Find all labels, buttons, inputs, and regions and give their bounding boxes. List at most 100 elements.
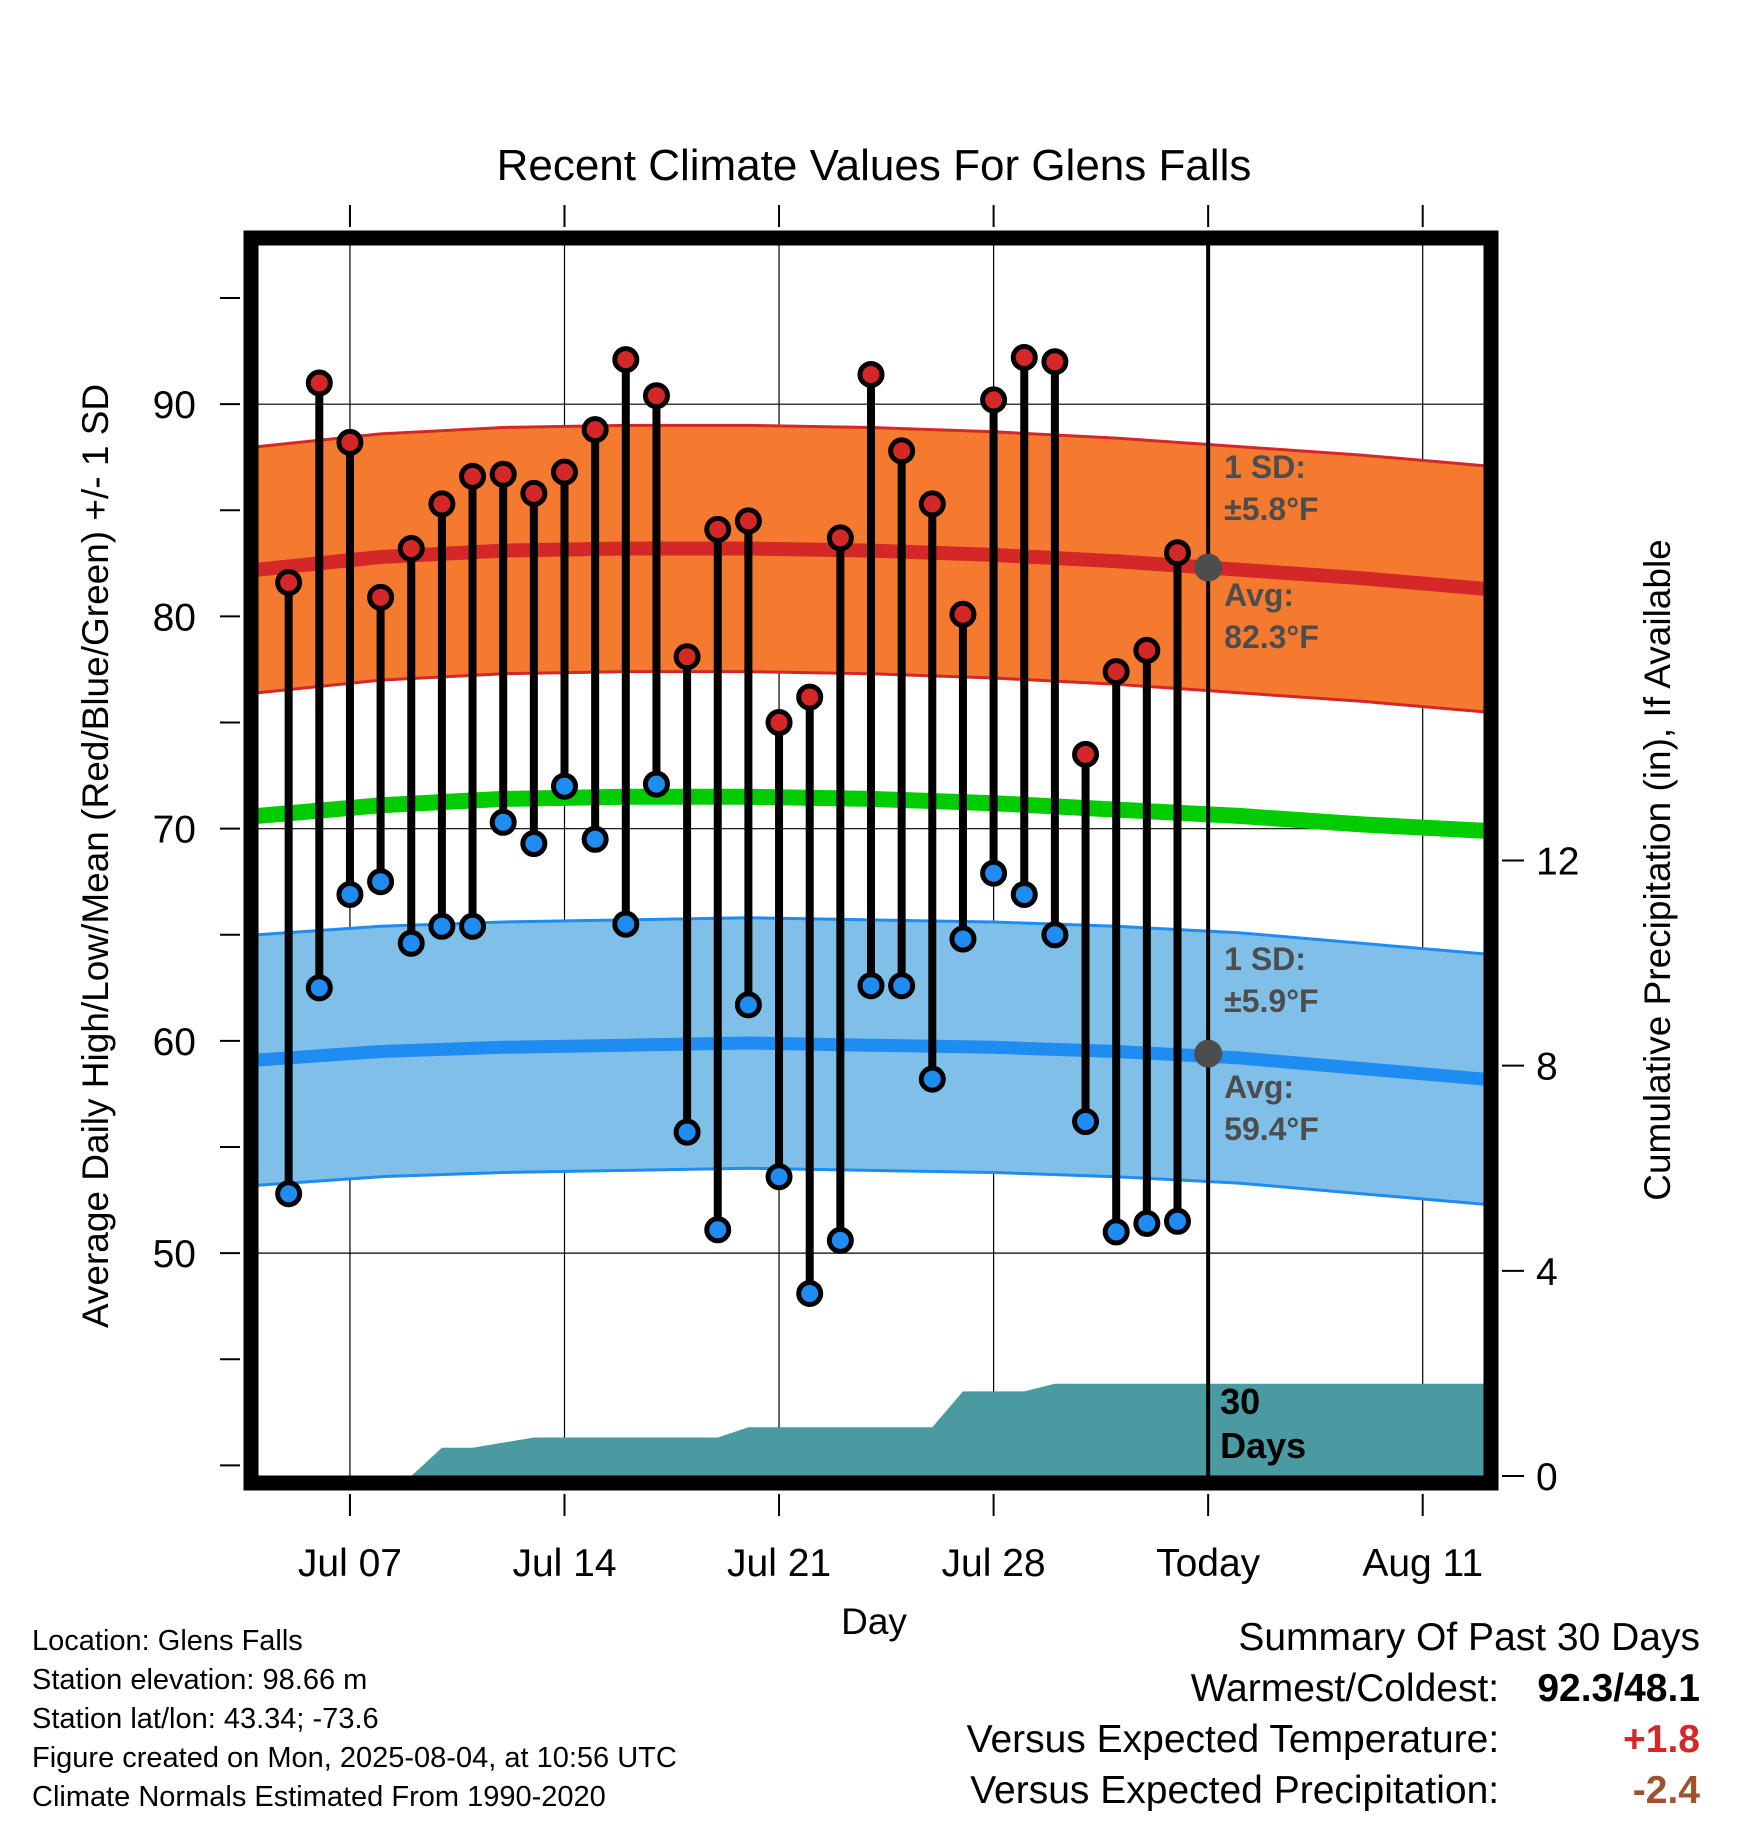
daily-high-dot [1072, 740, 1100, 768]
high-sd-label: 1 SD: [1224, 449, 1306, 485]
plot-frame [243, 230, 1499, 1491]
daily-low-dot [1133, 1209, 1161, 1237]
x-tick-label: Today [1156, 1542, 1261, 1585]
low-sd-label: 1 SD: [1224, 941, 1306, 977]
daily-low-dot [428, 912, 456, 940]
low-avg-label: Avg: [1224, 1069, 1294, 1105]
daily-low-dot [673, 1118, 701, 1146]
daily-low-dot [275, 1180, 303, 1208]
temp-departure-label: Versus Expected Temperature: [966, 1718, 1500, 1761]
daily-high-dot [1010, 343, 1038, 371]
daily-low-dot [734, 991, 762, 1019]
daily-high-dot [551, 458, 578, 486]
y2-axis-title: Cumulative Precipitation (in), If Availa… [1637, 539, 1678, 1201]
daily-high-dot [1041, 348, 1069, 376]
plot-content [258, 245, 1484, 1476]
elevation-text: Station elevation: 98.66 m [32, 1664, 368, 1696]
daily-low-dot [949, 925, 977, 953]
daily-high-dot [581, 416, 609, 444]
daily-low-dot [1010, 880, 1038, 908]
daily-low-dot [581, 825, 609, 853]
y2-tick-label: 12 [1536, 841, 1579, 884]
y-tick-label: 80 [153, 596, 196, 639]
y-axis-title: Average Daily High/Low/Mean (Red/Blue/Gr… [75, 384, 116, 1328]
daily-high-dot [1102, 658, 1130, 686]
temp-departure-value: +1.8 [1623, 1718, 1700, 1761]
summary-title: Summary Of Past 30 Days [1238, 1616, 1700, 1659]
plot-area: 1 SD: ±5.8°F Avg: 82.3°F 1 SD: ±5.9°F Avg: 59.4… [153, 205, 1579, 1585]
low-avg-line [258, 1036, 1484, 1086]
daily-high-dot [520, 479, 548, 507]
normals-text: Climate Normals Estimated From 1990-2020 [32, 1781, 606, 1813]
y-tick-label: 90 [153, 384, 196, 427]
window-count: 30 [1220, 1381, 1260, 1422]
daily-low-dot [520, 830, 548, 858]
x-tick-label: Aug 11 [1362, 1542, 1483, 1585]
daily-high-dot [673, 643, 701, 671]
x-tick-label: Jul 07 [298, 1542, 402, 1585]
daily-low-dot [918, 1065, 946, 1093]
daily-high-dot [765, 709, 793, 737]
daily-high-dot [826, 524, 854, 552]
daily-low-dot [980, 859, 1008, 887]
chart-title: Recent Climate Values For Glens Falls [497, 141, 1252, 190]
daily-high-dot [888, 437, 916, 465]
daily-low-dot [336, 880, 364, 908]
created-text: Figure created on Mon, 2025-08-04, at 10… [32, 1742, 677, 1774]
daily-high-dot [459, 462, 487, 490]
high-avg-value: 82.3°F [1224, 619, 1319, 655]
y-tick-label: 50 [153, 1233, 196, 1276]
daily-high-dot [397, 535, 425, 563]
low-sd-value: ±5.9°F [1224, 983, 1318, 1019]
daily-high-dot [796, 683, 824, 711]
daily-low-dot [765, 1163, 793, 1191]
daily-low-dot [305, 974, 333, 1002]
daily-low-dot [1072, 1108, 1100, 1136]
x-tick-label: Jul 14 [512, 1542, 616, 1585]
daily-low-dot [551, 772, 578, 800]
summary-panel: Summary Of Past 30 Days Warmest/Coldest:… [967, 1612, 1700, 1816]
daily-high-dot [980, 386, 1008, 414]
latlon-text: Station lat/lon: 43.34; -73.6 [32, 1703, 379, 1735]
daily-low-dot [1102, 1218, 1130, 1246]
low-avg-value: 59.4°F [1224, 1111, 1319, 1147]
high-avg-label: Avg: [1224, 577, 1294, 613]
daily-low-dot [1164, 1207, 1191, 1235]
low-sd-lower-edge [258, 1166, 1484, 1206]
daily-high-dot [857, 360, 885, 388]
daily-high-dot [612, 346, 640, 374]
warmest-coldest-row: Warmest/Coldest: 92.3/48.1 [967, 1663, 1700, 1714]
high-sd-value: ±5.8°F [1224, 491, 1318, 527]
daily-low-dot [704, 1216, 732, 1244]
daily-high-dot [642, 382, 670, 410]
daily-high-dot [918, 490, 946, 518]
daily-high-dot [428, 490, 456, 518]
daily-high-dot [1164, 539, 1191, 567]
y-tick-label: 70 [153, 809, 196, 852]
daily-high-dot [275, 568, 303, 596]
daily-high-dot [305, 369, 333, 397]
y2-tick-label: 4 [1536, 1251, 1558, 1294]
daily-low-dot [612, 910, 640, 938]
daily-high-dot [949, 600, 977, 628]
temp-departure-row: Versus Expected Temperature: +1.8 [967, 1714, 1700, 1765]
today-high-avg-marker [1194, 553, 1223, 582]
y-tick-label: 60 [153, 1021, 196, 1064]
location-text: Location: Glens Falls [32, 1625, 303, 1657]
precip-area [258, 1383, 1484, 1476]
y2-tick-label: 8 [1536, 1046, 1558, 1089]
daily-low-dot [857, 972, 885, 1000]
daily-low-dot [367, 868, 395, 896]
daily-low-dot [489, 808, 517, 836]
daily-high-dot [734, 507, 762, 535]
warmest-coldest-value: 92.3/48.1 [1537, 1667, 1700, 1710]
daily-high-dot [1133, 636, 1161, 664]
x-tick-label: Jul 28 [942, 1542, 1046, 1585]
precip-departure-value: -2.4 [1632, 1769, 1700, 1812]
warmest-coldest-label: Warmest/Coldest: [1190, 1667, 1500, 1710]
precip-departure-label: Versus Expected Precipitation: [970, 1769, 1500, 1812]
daily-low-dot [796, 1279, 824, 1307]
precip-departure-row: Versus Expected Precipitation: -2.4 [967, 1765, 1700, 1816]
daily-high-dot [489, 460, 517, 488]
